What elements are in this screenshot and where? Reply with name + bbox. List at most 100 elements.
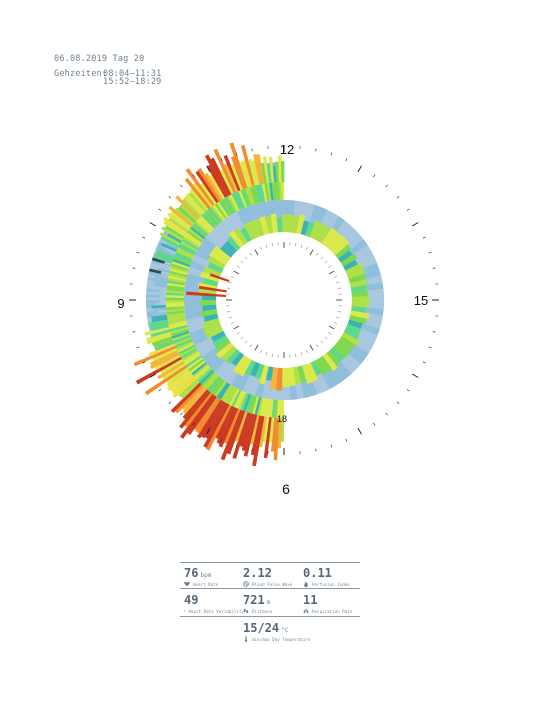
inner-bar xyxy=(325,231,341,249)
inner-bar xyxy=(237,357,252,377)
outer-bar xyxy=(240,144,255,187)
tick xyxy=(235,152,238,156)
outer-bar xyxy=(149,321,169,329)
inner-bar xyxy=(335,244,352,259)
tick xyxy=(132,267,136,269)
inner-tick xyxy=(230,276,234,278)
outer-bar xyxy=(148,343,176,357)
outer-bar xyxy=(187,395,217,436)
radial-clock-chart: 12 15 9 6 18 xyxy=(117,142,439,497)
outer-inner-strip xyxy=(201,371,216,387)
outer-inner-strip xyxy=(166,287,185,292)
inner-tick xyxy=(245,340,248,344)
inner-bar xyxy=(244,359,256,376)
tick xyxy=(428,346,432,349)
outer-inner-strip xyxy=(210,378,224,394)
tick xyxy=(411,222,419,227)
outer-bar xyxy=(280,417,284,442)
inner-tick xyxy=(336,281,340,284)
inner-bar xyxy=(282,214,289,233)
outer-inner-strip xyxy=(165,299,185,303)
outer-bar xyxy=(223,154,241,192)
inner-bar xyxy=(300,220,310,236)
outer-inner-strip xyxy=(171,330,190,339)
outer-inner-strip xyxy=(261,183,268,202)
inner-bar xyxy=(199,299,217,306)
label-15: 15 xyxy=(414,293,428,308)
outer-inner-strip xyxy=(180,348,198,359)
inner-bar xyxy=(301,364,313,384)
inner-tick xyxy=(260,350,262,354)
outer-inner-strip xyxy=(181,349,199,362)
inner-tick xyxy=(265,244,268,248)
outer-bar xyxy=(204,154,230,197)
inner-tick xyxy=(336,316,340,319)
outer-inner-strip xyxy=(166,303,185,308)
outer-inner-strip xyxy=(218,383,231,400)
inner-bar xyxy=(332,238,350,256)
outer-inner-strip xyxy=(210,205,224,222)
outer-bar xyxy=(220,409,243,461)
outer-bar xyxy=(218,407,239,448)
outer-bar xyxy=(167,233,182,244)
stat-value: 49 xyxy=(184,593,199,607)
outer-bar xyxy=(208,174,226,200)
inner-ring xyxy=(183,200,385,401)
label-18: 18 xyxy=(277,414,287,424)
inner-tick xyxy=(328,332,332,335)
inner-bar xyxy=(248,220,261,239)
inner-bar xyxy=(209,250,229,266)
inner-bar xyxy=(207,262,224,274)
outer-inner-strip xyxy=(191,361,207,376)
inner-bar xyxy=(226,236,241,251)
inner-bar xyxy=(200,308,218,317)
tick xyxy=(345,438,348,442)
outer-inner-strip xyxy=(166,308,185,313)
outer-bar xyxy=(168,205,194,227)
inner-tick xyxy=(334,276,338,278)
tick xyxy=(428,251,432,254)
inner-bar xyxy=(318,355,332,373)
tick xyxy=(406,208,410,211)
pulse-icon xyxy=(243,581,249,587)
outer-inner-strip xyxy=(222,385,234,403)
outer-bar xyxy=(150,350,179,366)
tick xyxy=(220,158,223,162)
inner-tick xyxy=(240,261,244,264)
outer-inner-strip xyxy=(229,388,240,406)
outer-inner-strip xyxy=(235,391,246,409)
inner-tick xyxy=(295,243,297,247)
tick xyxy=(357,165,362,173)
outer-bar xyxy=(196,398,221,434)
outer-bar xyxy=(153,280,168,286)
inner-tick xyxy=(227,287,231,289)
inner-bar xyxy=(292,366,302,385)
inner-bar xyxy=(265,366,274,381)
outer-inner-strip xyxy=(227,195,238,213)
outer-bar xyxy=(164,247,177,255)
heart-wave-icon xyxy=(184,610,186,612)
outer-inner-strip xyxy=(169,270,188,278)
inner-bar xyxy=(200,271,220,282)
inner-tick xyxy=(249,252,252,256)
tick xyxy=(149,222,157,227)
outer-inner-strip xyxy=(247,186,256,205)
stat-unit: m xyxy=(266,599,271,606)
tick xyxy=(330,444,333,448)
stat-value: 2.12 xyxy=(243,566,272,580)
outer-inner-strip xyxy=(240,189,250,208)
outer-bar xyxy=(154,252,174,262)
inner-bar xyxy=(351,290,369,298)
outer-inner-strip xyxy=(167,316,186,323)
outer-bar xyxy=(223,408,241,445)
outer-bar xyxy=(156,267,170,274)
outer-bar xyxy=(154,354,181,371)
outer-inner-strip xyxy=(172,332,191,342)
outer-bar xyxy=(247,158,258,186)
inner-bar xyxy=(297,365,307,383)
outer-inner-strip xyxy=(194,220,210,235)
outer-inner-strip xyxy=(169,322,188,330)
outer-bar xyxy=(184,177,211,210)
outer-inner-strip xyxy=(242,393,252,412)
inner-bar xyxy=(240,227,252,243)
